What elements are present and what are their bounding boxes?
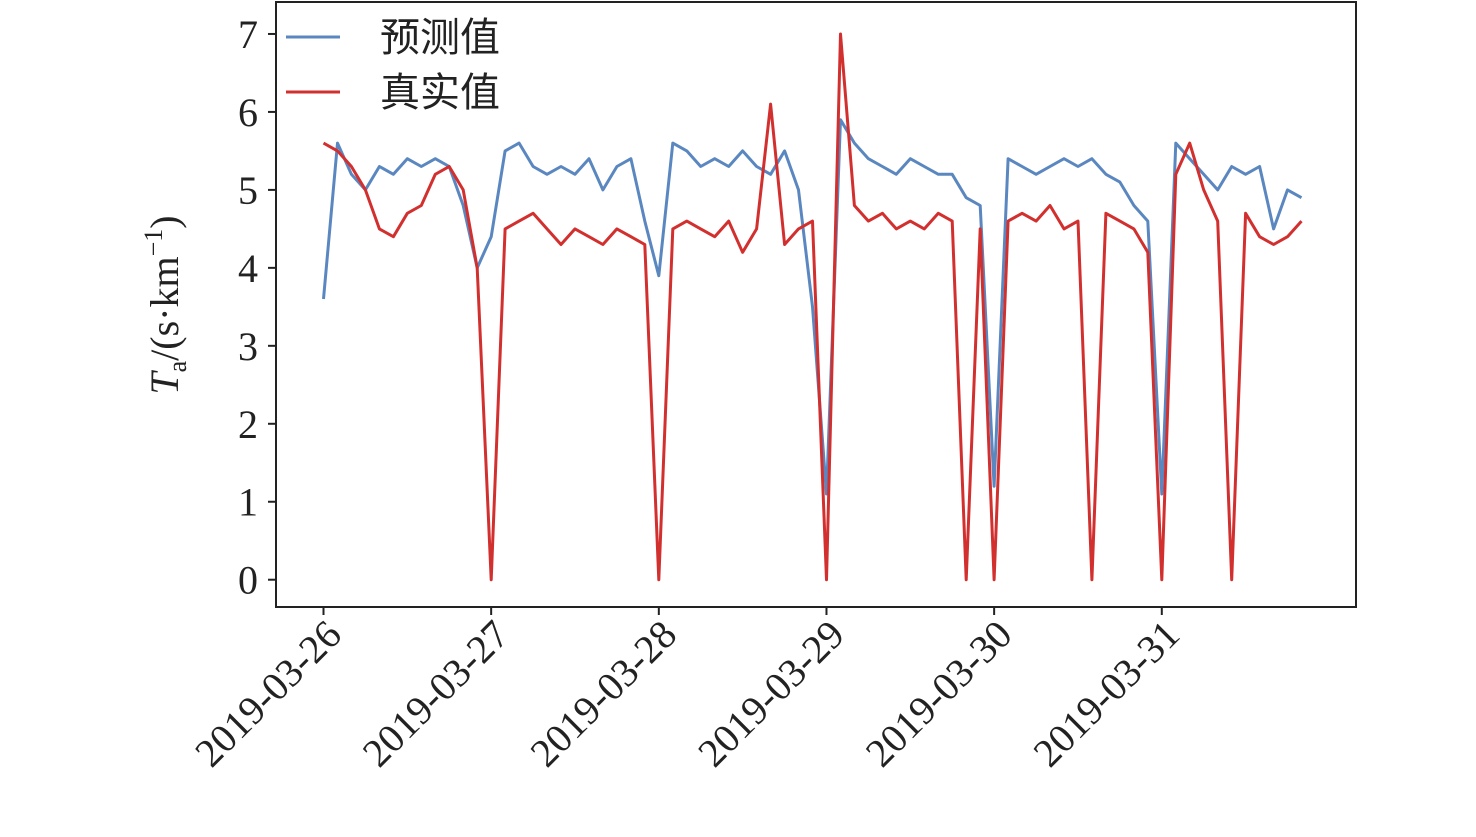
- y-label-rest: /(s·km: [142, 256, 187, 360]
- y-label-main: T: [142, 370, 187, 395]
- x-tick-label: 2019-03-26: [186, 612, 350, 776]
- y-axis-label: Ta/(s·km−1): [139, 215, 192, 394]
- y-tick-label: 0: [238, 558, 258, 603]
- y-tick-label: 6: [238, 90, 258, 135]
- legend-label: 真实值: [380, 70, 500, 115]
- y-label-sup: −1: [139, 229, 168, 257]
- y-tick-label: 2: [238, 402, 258, 447]
- x-tick-label: 2019-03-29: [689, 612, 853, 776]
- y-label-end: ): [142, 215, 187, 228]
- y-label-sub: a: [163, 360, 192, 372]
- y-tick-label: 3: [238, 324, 258, 369]
- plot-frame: [275, 1, 1357, 608]
- x-tick-label: 2019-03-28: [521, 612, 685, 776]
- y-tick-label: 5: [238, 168, 258, 213]
- y-tick-label: 4: [238, 246, 258, 291]
- x-tick-label: 2019-03-27: [354, 612, 518, 776]
- data-line: [322, 118, 1303, 496]
- y-tick-label: 7: [238, 12, 258, 57]
- x-tick-label: 2019-03-31: [1024, 612, 1188, 776]
- legend-label: 预测值: [380, 15, 500, 60]
- y-tick-label: 1: [238, 480, 258, 525]
- data-line: [322, 32, 1303, 582]
- x-tick-label: 2019-03-30: [857, 612, 1021, 776]
